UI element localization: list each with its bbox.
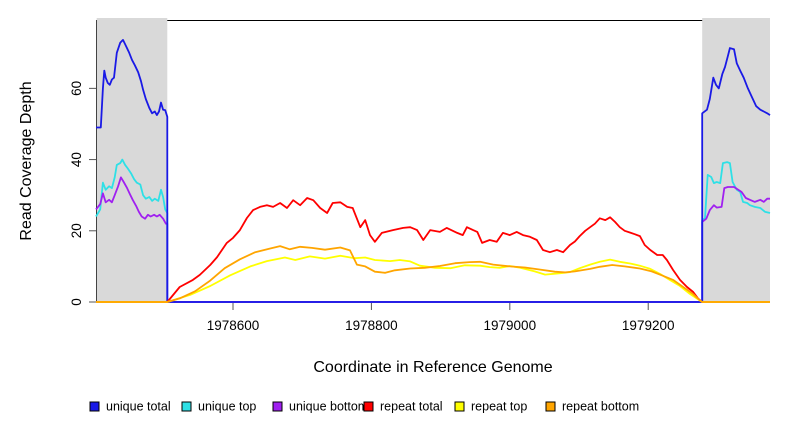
series-lines xyxy=(95,39,771,303)
legend-label: repeat top xyxy=(471,400,527,414)
legend-swatch-unique-top xyxy=(181,401,192,412)
unique-region-right xyxy=(702,18,770,302)
plot-box xyxy=(96,20,770,302)
legend-label: repeat total xyxy=(380,400,443,414)
shaded-regions xyxy=(96,18,770,302)
series-repeat-bottom xyxy=(96,245,770,303)
plot-border xyxy=(96,20,770,302)
unique-region-left xyxy=(96,18,168,302)
y-tick-label: 20 xyxy=(69,223,84,238)
legend-swatch-repeat-top xyxy=(454,401,465,412)
legend-label: repeat bottom xyxy=(562,400,639,414)
series-unique-total xyxy=(96,39,771,303)
y-tick-label: 0 xyxy=(69,298,84,306)
legend-swatch-repeat-bottom xyxy=(545,401,556,412)
legend-label: unique top xyxy=(198,400,256,414)
x-tick-label: 1979000 xyxy=(484,318,537,333)
series-repeat-top xyxy=(96,254,770,303)
y-axis-title: Read Coverage Depth xyxy=(18,81,35,240)
x-tick-label: 1978800 xyxy=(345,318,398,333)
legend-swatch-unique-total xyxy=(89,401,100,412)
legend-label: unique total xyxy=(106,400,171,414)
series-repeat-total xyxy=(96,197,770,303)
x-axis: 1978600 1978800 1979000 1979200 xyxy=(207,303,675,333)
x-axis-title: Coordinate in Reference Genome xyxy=(313,359,552,376)
legend: unique total unique top unique bottom repea… xyxy=(89,400,639,414)
legend-label: unique bottom xyxy=(289,400,368,414)
y-axis: 0 20 40 60 xyxy=(69,81,96,306)
series-unique-bottom xyxy=(95,176,770,303)
legend-swatch-repeat-total xyxy=(363,401,374,412)
y-tick-label: 40 xyxy=(69,152,84,167)
x-tick-label: 1979200 xyxy=(622,318,675,333)
legend-swatch-unique-bottom xyxy=(272,401,283,412)
y-tick-label: 60 xyxy=(69,81,84,96)
x-tick-label: 1978600 xyxy=(207,318,260,333)
